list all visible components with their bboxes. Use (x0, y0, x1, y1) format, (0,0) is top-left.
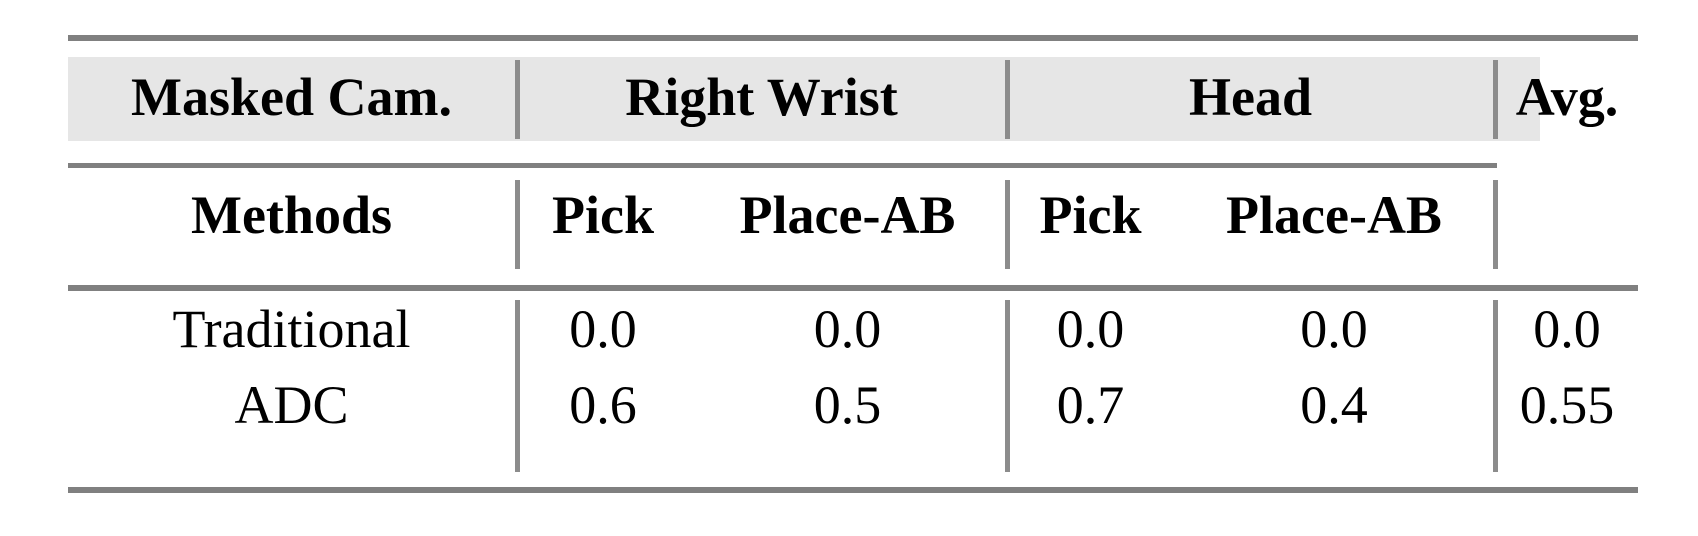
column-separator-head-avg-header (1493, 60, 1498, 139)
subheader-methods: Methods (191, 185, 392, 245)
table-cell-rightwrist-place-ab: 0.5 (813, 375, 882, 435)
column-separator-head-avg-body (1493, 300, 1498, 472)
subheader-rightwrist-place-ab: Place-AB (739, 185, 956, 245)
table-row-method-label: Traditional (172, 299, 411, 359)
table-group-midrule (68, 163, 1497, 168)
column-separator-rightwrist-head-body (1005, 300, 1010, 472)
column-separator-methods-rightwrist-body (515, 300, 520, 472)
subheader-head-place-ab: Place-AB (1226, 185, 1442, 245)
table-cell-avg: 0.0 (1533, 299, 1601, 359)
table-cell-rightwrist-place-ab: 0.0 (813, 299, 882, 359)
column-separator-rightwrist-head-header (1005, 60, 1010, 139)
table-bottom-rule (68, 487, 1638, 493)
column-separator-methods-rightwrist-subheader (515, 180, 520, 269)
table-subheader-rule (68, 285, 1638, 291)
table-cell-avg: 0.55 (1519, 375, 1615, 435)
header-group-right-wrist: Right Wrist (625, 67, 898, 127)
header-shading-band (68, 57, 1540, 141)
table-cell-rightwrist-pick: 0.6 (569, 375, 637, 435)
column-separator-rightwrist-head-subheader (1005, 180, 1010, 269)
subheader-rightwrist-pick: Pick (552, 185, 654, 245)
subheader-head-pick: Pick (1039, 185, 1142, 245)
header-group-head: Head (1188, 67, 1312, 127)
column-separator-methods-rightwrist-header (515, 60, 520, 139)
table-cell-head-place-ab: 0.4 (1300, 375, 1368, 435)
table-cell-head-place-ab: 0.0 (1300, 299, 1368, 359)
table-top-rule (68, 35, 1638, 41)
table-row-method-label: ADC (234, 375, 349, 435)
column-separator-head-avg-subheader (1493, 180, 1498, 269)
table-cell-head-pick: 0.7 (1056, 375, 1125, 435)
header-masked-cam: Masked Cam. (131, 67, 452, 127)
table-cell-rightwrist-pick: 0.0 (569, 299, 637, 359)
table-cell-head-pick: 0.0 (1056, 299, 1125, 359)
header-avg: Avg. (1515, 67, 1619, 127)
